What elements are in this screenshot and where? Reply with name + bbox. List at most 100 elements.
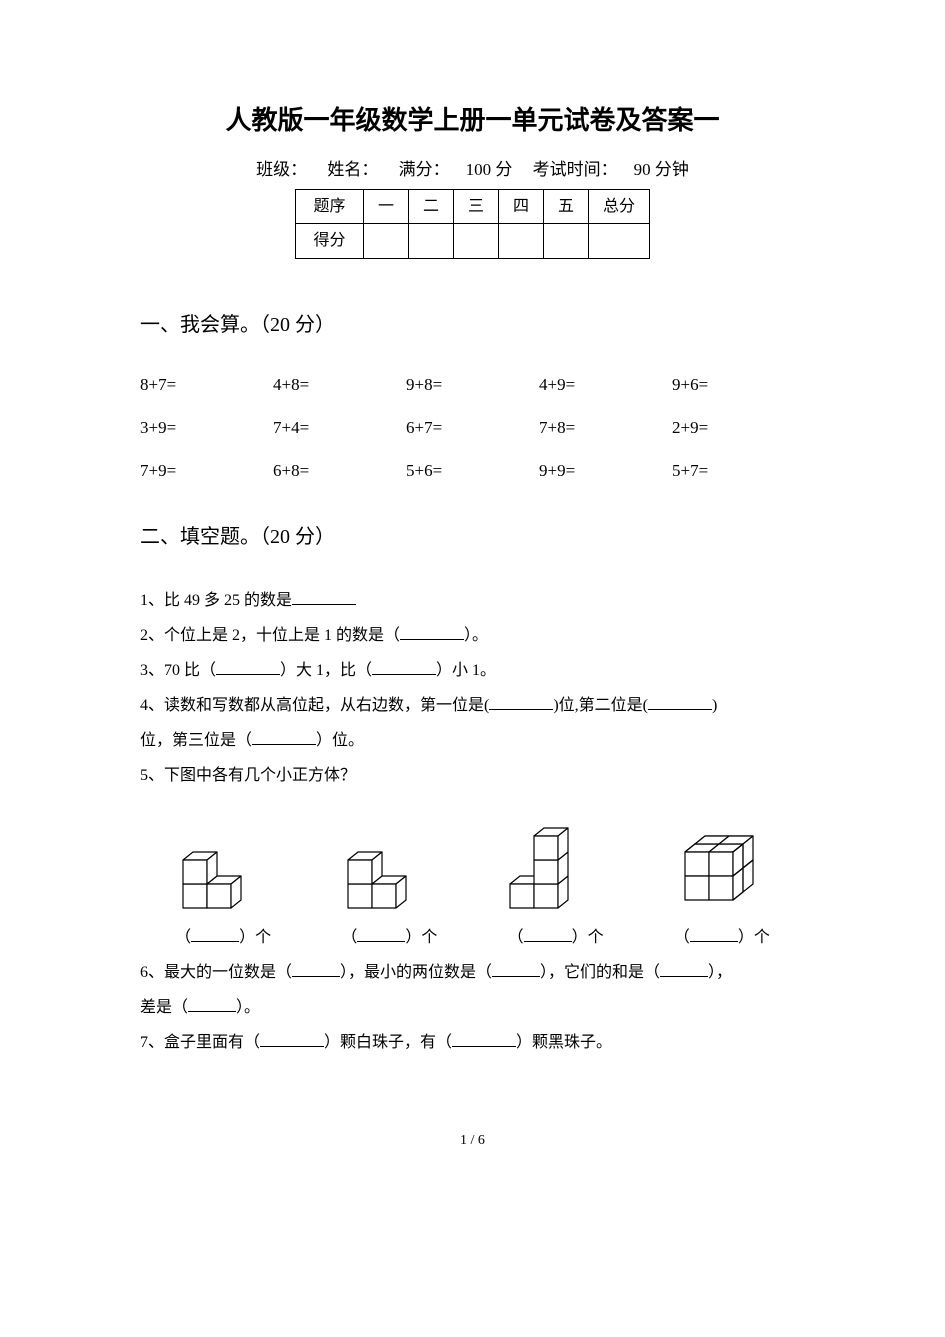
calc-item: 7+8= [539,414,672,441]
calc-item: 6+7= [406,414,539,441]
q2: 2、个位上是 2，十位上是 1 的数是（ ）。 [140,618,805,653]
score-header-cell: 四 [499,189,544,224]
score-header-cell: 总分 [589,189,650,224]
q6-text-a: 6、最大的一位数是（ [140,964,292,981]
cube-caption: （）个 [306,920,472,955]
time-value: 90 分钟 [634,160,689,179]
exam-title: 人教版一年级数学上册一单元试卷及答案一 [140,100,805,142]
score-cell [499,224,544,259]
calc-item: 2+9= [672,414,805,441]
blank [400,626,464,640]
cube-icon [667,814,777,914]
score-header-cell: 五 [544,189,589,224]
blank [216,661,280,675]
q6-text-b: ），最小的两位数是（ [340,964,492,981]
score-header-cell: 三 [453,189,498,224]
cube-icon [173,824,273,914]
q6-text-c: ），它们的和是（ [540,964,660,981]
score-header-cell: 一 [363,189,408,224]
blank [660,963,708,977]
calc-item: 6+8= [273,457,406,484]
score-header-cell: 题序 [295,189,363,224]
table-row: 题序 一 二 三 四 五 总分 [295,189,649,224]
blank [252,731,316,745]
table-row: 得分 [295,224,649,259]
cube-caption: （）个 [639,920,805,955]
blank [292,591,356,605]
q3-text-a: 3、70 比（ [140,662,216,679]
name-label: 姓名： [327,160,378,179]
score-label-cell: 得分 [295,224,363,259]
q2-text-b: ）。 [464,627,488,644]
blank [372,661,436,675]
q4-text-e: ）位。 [316,732,364,749]
score-cell [408,224,453,259]
blank [492,963,540,977]
q3: 3、70 比（ ）大 1，比（ ）小 1。 [140,653,805,688]
score-cell [544,224,589,259]
q6: 6、最大的一位数是（ ），最小的两位数是（ ），它们的和是（ ）， [140,955,805,990]
fill-questions: 1、比 49 多 25 的数是 2、个位上是 2，十位上是 1 的数是（ ）。 3… [140,583,805,1061]
score-header-cell: 二 [408,189,453,224]
section1-heading: 一、我会算。（20 分） [140,309,805,341]
q1: 1、比 49 多 25 的数是 [140,583,805,618]
blank [648,696,712,710]
calculation-grid: 8+7= 4+8= 9+8= 4+9= 9+6= 3+9= 7+4= 6+7= … [140,371,805,485]
cube-fig-3 [473,814,639,914]
section2-heading: 二、填空题。（20 分） [140,521,805,553]
score-cell [453,224,498,259]
blank [357,928,405,942]
meta-line: 班级： 姓名： 满分： 100 分 考试时间： 90 分钟 [140,156,805,183]
blank [690,928,738,942]
q3-text-c: ）小 1。 [436,662,496,679]
q4-text-a: 4、读数和写数都从高位起，从右边数，第一位是( [140,697,489,714]
calc-item: 3+9= [140,414,273,441]
q6-line2: 差是（ ）。 [140,990,805,1025]
q4-text-b: )位,第二位是( [553,697,648,714]
calc-item: 4+8= [273,371,406,398]
score-cell [589,224,650,259]
blank [489,696,553,710]
blank [524,928,572,942]
q7-text-b: ）颗白珠子，有（ [324,1034,452,1051]
time-label: 考试时间： [533,160,618,179]
cube-caption: （）个 [140,920,306,955]
q5: 5、下图中各有几个小正方体？ [140,758,805,793]
cube-row [140,814,805,914]
page-number: 1 / 6 [140,1130,805,1152]
calc-item: 5+7= [672,457,805,484]
full-value: 100 分 [466,160,513,179]
cube-icon [496,814,616,914]
q3-text-b: ）大 1，比（ [280,662,372,679]
q4: 4、读数和写数都从高位起，从右边数，第一位是( )位,第二位是() [140,688,805,723]
cube-icon [334,824,444,914]
q4-text-c: ) [712,697,717,714]
calc-item: 4+9= [539,371,672,398]
q6-text-e: 差是（ [140,999,188,1016]
q2-text-a: 2、个位上是 2，十位上是 1 的数是（ [140,627,400,644]
q6-text-d: ）， [708,964,732,981]
q7-text-c: ）颗黑珠子。 [516,1034,612,1051]
cube-fig-1 [140,824,306,914]
unit: 个 [754,929,770,946]
class-label: 班级： [256,160,307,179]
unit: 个 [588,929,604,946]
calc-item: 9+9= [539,457,672,484]
q4-text-d: 位，第三位是（ [140,732,252,749]
blank [292,963,340,977]
calc-item: 9+8= [406,371,539,398]
calc-item: 8+7= [140,371,273,398]
cube-caption-row: （）个 （）个 （）个 （）个 [140,920,805,955]
cube-fig-4 [639,814,805,914]
calc-item: 5+6= [406,457,539,484]
full-label: 满分： [399,160,450,179]
score-cell [363,224,408,259]
blank [191,928,239,942]
q7: 7、盒子里面有（ ）颗白珠子，有（ ）颗黑珠子。 [140,1025,805,1060]
q7-text-a: 7、盒子里面有（ [140,1034,260,1051]
cube-fig-2 [306,824,472,914]
calc-item: 9+6= [672,371,805,398]
blank [188,998,236,1012]
q1-text: 1、比 49 多 25 的数是 [140,592,292,609]
q6-text-f: ）。 [236,999,260,1016]
